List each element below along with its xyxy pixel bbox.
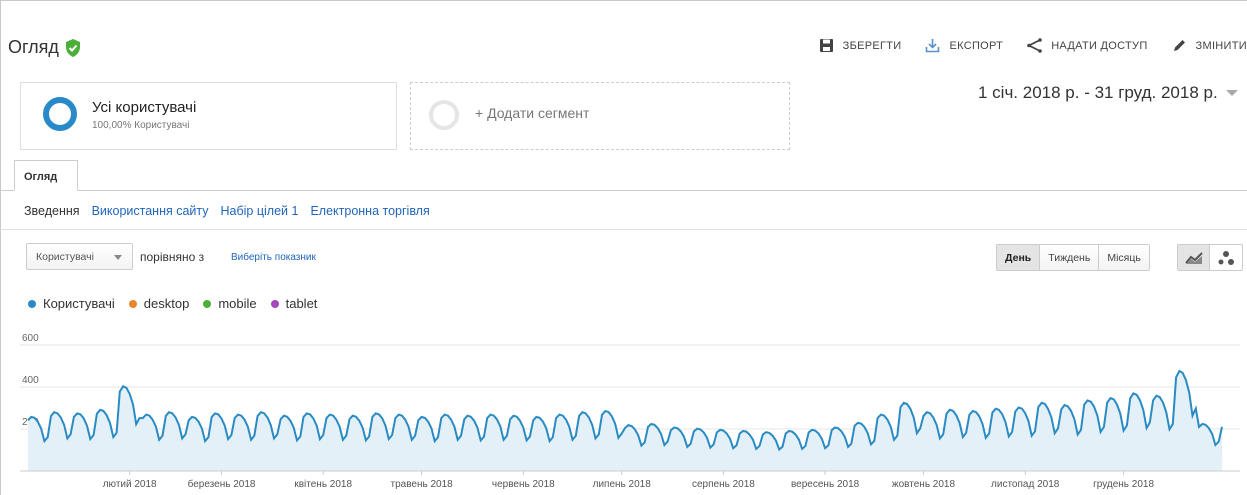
share-icon <box>1027 38 1042 53</box>
page-title-text: Огляд <box>8 37 59 57</box>
choose-metric-link[interactable]: Виберіть показник <box>231 252 316 263</box>
x-tick-label: червень 2018 <box>492 479 555 490</box>
verified-shield-icon <box>65 38 80 57</box>
export-button[interactable]: ЕКСПОРТ <box>925 38 1003 53</box>
segment-subtitle: 100,00% Користувачі <box>92 120 190 131</box>
legend-item-desktop[interactable]: desktop <box>128 296 190 311</box>
empty-segment-ring-icon <box>429 100 459 130</box>
save-icon <box>819 39 833 52</box>
x-tick-label: квітень 2018 <box>294 479 352 490</box>
legend-item-mobile[interactable]: mobile <box>203 296 257 311</box>
edit-button[interactable]: ЗМІНИТИ <box>1172 38 1247 53</box>
x-tick-label: жовтень 2018 <box>892 479 956 490</box>
add-segment-button[interactable]: + Додати сегмент <box>410 82 790 150</box>
period-month-button[interactable]: Місяць <box>1098 245 1149 270</box>
line-chart-button[interactable] <box>1178 245 1210 270</box>
edit-label: ЗМІНИТИ <box>1195 39 1247 52</box>
chevron-down-icon <box>114 255 122 260</box>
segment-all-users[interactable]: Усі користувачі 100,00% Користувачі <box>20 82 397 150</box>
line-chart-icon <box>1184 251 1203 264</box>
chart-legend: Користувачі desktop mobile tablet <box>28 296 317 311</box>
report-subnav: Зведення Використання сайту Набір цілей … <box>24 204 430 218</box>
pencil-icon <box>1173 40 1185 51</box>
period-toggle: День Тиждень Місяць <box>996 244 1150 271</box>
compare-label: порівняно з <box>140 250 205 264</box>
x-tick-label: березень 2018 <box>188 478 256 490</box>
date-range-picker[interactable]: 1 січ. 2018 р. - 31 груд. 2018 р. <box>978 83 1238 103</box>
subnav-divider <box>0 229 1247 230</box>
legend-dot <box>128 299 137 308</box>
share-label: НАДАТИ ДОСТУП <box>1051 39 1148 52</box>
legend-item-users[interactable]: Користувачі <box>28 296 115 311</box>
subnav-ecommerce[interactable]: Електронна торгівля <box>310 204 430 218</box>
tabs-divider <box>0 190 1247 191</box>
legend-dot <box>270 299 279 308</box>
metric-select-value: Користувачі <box>36 251 94 263</box>
export-label: ЕКСПОРТ <box>949 39 1004 52</box>
report-header: Огляд ЗБЕРЕГТИ ЕКСПОРТ НАДАТИ ДОСТУП ЗМІ… <box>0 0 1247 76</box>
date-range-label: 1 січ. 2018 р. - 31 груд. 2018 р. <box>978 83 1218 102</box>
y-tick-label: 600 <box>22 333 39 344</box>
download-icon <box>926 39 940 53</box>
x-tick-label: серпень 2018 <box>692 479 755 490</box>
report-actions: ЗБЕРЕГТИ ЕКСПОРТ НАДАТИ ДОСТУП ЗМІНИТИ <box>819 38 1247 53</box>
period-week-button[interactable]: Тиждень <box>1039 245 1099 270</box>
bubble-chart-icon <box>1218 250 1234 265</box>
legend-label: desktop <box>143 296 190 311</box>
metric-select[interactable]: Користувачі <box>26 243 133 270</box>
page-title: Огляд <box>8 37 81 58</box>
period-day-button[interactable]: День <box>997 245 1040 270</box>
users-area <box>28 371 1222 471</box>
add-segment-label: + Додати сегмент <box>475 105 590 121</box>
legend-dot <box>28 299 36 308</box>
segment-ring-icon <box>43 97 77 131</box>
x-tick-label: травень 2018 <box>391 479 454 490</box>
subnav-goal-set[interactable]: Набір цілей 1 <box>220 204 299 218</box>
x-tick-label: грудень 2018 <box>1093 479 1154 490</box>
share-button[interactable]: НАДАТИ ДОСТУП <box>1027 38 1147 53</box>
x-tick-label: листопад 2018 <box>991 479 1060 490</box>
subnav-summary[interactable]: Зведення <box>24 204 80 218</box>
legend-label: Користувачі <box>43 296 115 311</box>
subnav-site-usage[interactable]: Використання сайту <box>91 204 209 218</box>
legend-dot <box>203 299 212 308</box>
tab-overview[interactable]: Огляд <box>14 160 78 191</box>
legend-label: mobile <box>218 296 257 311</box>
y-tick-label: 400 <box>22 375 39 386</box>
chevron-down-icon <box>1225 90 1238 96</box>
motion-chart-button[interactable] <box>1210 245 1242 270</box>
series-line-users <box>27 369 1223 452</box>
segment-title: Усі користувачі <box>92 99 197 116</box>
x-tick-label: липень 2018 <box>593 479 652 490</box>
legend-label: tablet <box>285 296 318 311</box>
save-button[interactable]: ЗБЕРЕГТИ <box>819 38 902 53</box>
x-tick-label: лютий 2018 <box>103 479 157 490</box>
x-tick-label: вересень 2018 <box>791 479 860 490</box>
save-label: ЗБЕРЕГТИ <box>842 39 902 52</box>
chart-type-toggle <box>1177 244 1243 271</box>
legend-item-tablet[interactable]: tablet <box>270 296 318 311</box>
